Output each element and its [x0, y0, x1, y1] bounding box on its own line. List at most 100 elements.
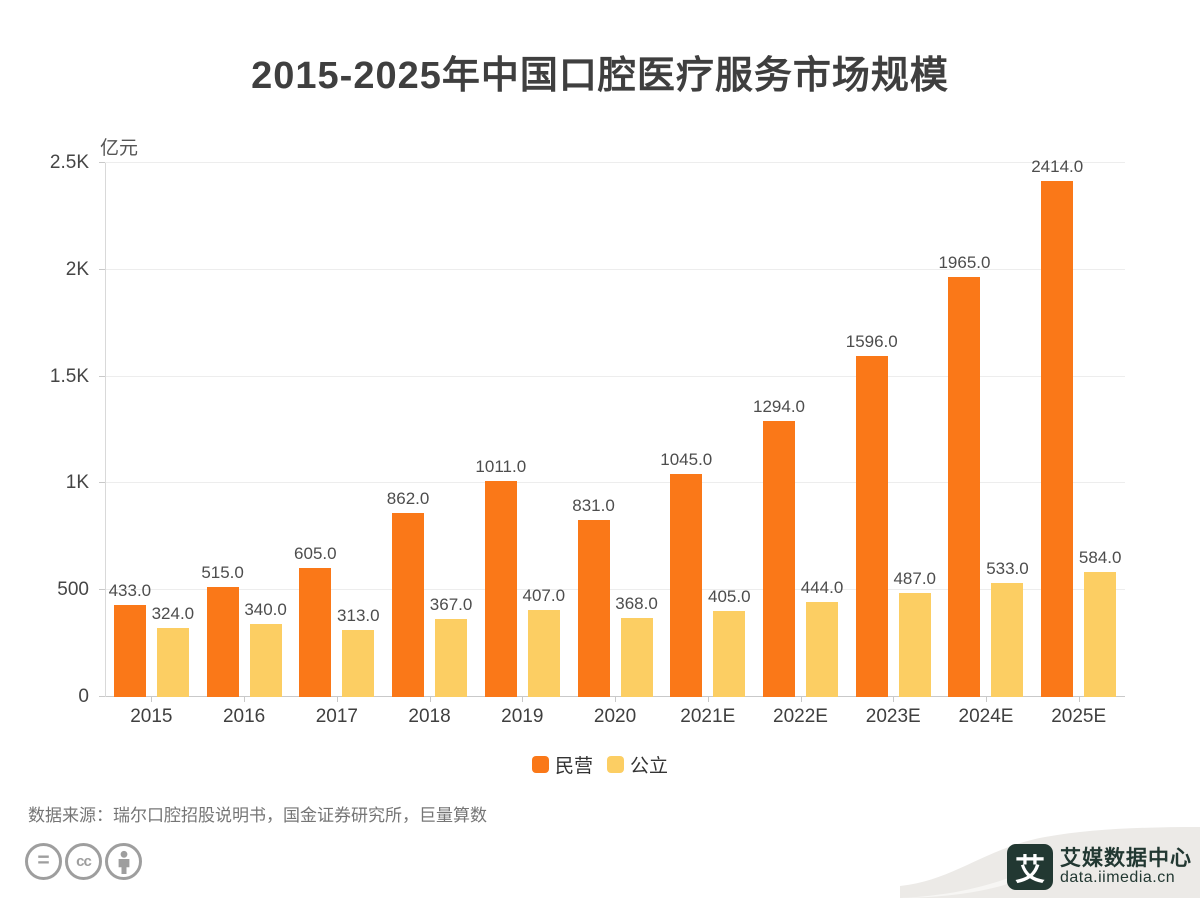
gridline-1K	[105, 482, 1125, 484]
value-label: 368.0	[615, 594, 658, 614]
x-tick-mark	[1078, 697, 1080, 702]
x-tick-mark	[244, 697, 246, 702]
legend-item-民营[interactable]: 民营	[531, 751, 593, 778]
y-tick-mark	[99, 696, 105, 697]
value-label: 1011.0	[475, 457, 527, 477]
y-tick-label: 1K	[65, 472, 89, 494]
value-label: 340.0	[244, 600, 287, 620]
y-tick-mark	[99, 268, 105, 270]
iimedia-logo-name: 艾媒数据中心	[1060, 846, 1192, 870]
value-label: 1965.0	[938, 253, 991, 273]
x-tick-mark	[893, 697, 895, 702]
cc-equals-icon: =	[25, 843, 62, 880]
bar-民营-2018[interactable]: 862.0	[387, 489, 429, 697]
x-tick-mark	[800, 697, 802, 702]
bar-公立-2019[interactable]: 407.0	[523, 586, 565, 697]
value-label: 1294.0	[753, 396, 805, 416]
bar-民营-2020[interactable]: 831.0	[572, 496, 615, 697]
bar-公立-2023E[interactable]: 487.0	[893, 569, 936, 697]
y-tick-mark	[99, 482, 105, 484]
bar-民营-2019[interactable]: 1011.0	[475, 457, 526, 697]
bar-民营-2021E[interactable]: 1045.0	[660, 450, 712, 697]
page-title: 2015-2025年中国口腔医疗服务市场规模	[251, 55, 949, 97]
legend-marker-icon	[607, 756, 624, 773]
x-axis-labels: 2015 2016 2017 2018 2019 2020 2021E 2022E 2023E 2…	[105, 706, 1125, 728]
y-axis-unit-label: 亿元	[100, 138, 139, 159]
bar-民营-2024E[interactable]: 1965.0	[938, 253, 990, 697]
x-tick-mark	[336, 697, 338, 702]
x-tick-mark	[429, 697, 431, 702]
legend-marker-icon	[531, 756, 549, 773]
bar-group-2020: 831.0 368.0	[569, 163, 662, 702]
value-label: 862.0	[386, 488, 430, 508]
bar-民营-2015[interactable]: 433.0	[109, 581, 151, 697]
bar-group-2019: 1011.0 407.0	[475, 163, 569, 702]
value-label: 515.0	[201, 563, 244, 582]
x-tick-label-2015: 2015	[130, 706, 173, 727]
bar-group-2021E: 1045.0 405.0	[660, 163, 754, 702]
value-label: 831.0	[572, 495, 615, 515]
legend-label: 公立	[630, 756, 669, 777]
x-tick-label-2023E: 2023E	[865, 706, 921, 727]
bar-group-2024E: 1965.0 533.0	[938, 163, 1033, 702]
gridline-2K	[105, 268, 1125, 270]
bar-民营-2025E[interactable]: 2414.0	[1031, 157, 1083, 697]
x-tick-mark	[615, 697, 617, 702]
gridline-1.5K	[105, 375, 1125, 377]
x-tick-label-2020: 2020	[593, 706, 637, 727]
bar-公立-2022E[interactable]: 444.0	[801, 578, 843, 697]
bar-group-2022E: 1294.0 444.0	[753, 163, 847, 702]
cc-icon: cc	[65, 843, 102, 880]
bar-公立-2015[interactable]: 324.0	[152, 604, 194, 697]
y-tick-mark	[99, 375, 105, 377]
legend: 民营 公立	[0, 751, 1200, 778]
bar-公立-2018[interactable]: 367.0	[430, 595, 472, 697]
bar-groups: 433.0 324.0 515.0 340.0 605.0 313.0 862.0 367.0…	[105, 157, 1125, 702]
bar-民营-2017[interactable]: 605.0	[294, 544, 337, 697]
bar-group-2025E: 2414.0 584.0	[1031, 157, 1125, 702]
bar-group-2016: 515.0 340.0	[198, 163, 291, 702]
x-tick-label-2025E: 2025E	[1051, 706, 1107, 727]
value-label: 1596.0	[845, 332, 898, 352]
bar-公立-2017[interactable]: 313.0	[337, 606, 380, 697]
y-tick-mark	[99, 162, 105, 163]
y-tick-mark	[99, 589, 105, 591]
x-tick-label-2022E: 2022E	[773, 706, 828, 727]
bar-公立-2016[interactable]: 340.0	[244, 600, 287, 697]
x-tick-label-2016: 2016	[222, 706, 266, 727]
value-label: 407.0	[522, 586, 566, 606]
iimedia-logo-icon: 艾	[1007, 844, 1053, 890]
value-label: 605.0	[294, 543, 337, 563]
value-label: 405.0	[707, 586, 751, 606]
bar-公立-2025E[interactable]: 584.0	[1079, 548, 1121, 697]
bar-group-2017: 605.0 313.0	[290, 163, 383, 702]
gridline-2.5K	[105, 162, 1125, 163]
gridline-0	[105, 696, 1125, 697]
bar-民营-2016[interactable]: 515.0	[201, 563, 244, 697]
x-tick-mark	[707, 697, 709, 702]
legend-item-公立[interactable]: 公立	[607, 751, 668, 778]
value-label: 487.0	[893, 568, 937, 588]
value-label: 433.0	[108, 580, 152, 600]
iimedia-logo-domain: data.iimedia.cn	[1060, 868, 1176, 886]
value-label: 2414.0	[1031, 157, 1084, 177]
bar-公立-2024E[interactable]: 533.0	[986, 559, 1029, 697]
y-tick-label: 2.5K	[49, 152, 89, 173]
value-label: 1045.0	[660, 449, 713, 469]
x-tick-mark	[522, 697, 524, 702]
value-label: 367.0	[429, 594, 473, 614]
value-label: 584.0	[1078, 548, 1122, 568]
bar-公立-2020[interactable]: 368.0	[615, 594, 658, 697]
value-label: 533.0	[986, 559, 1029, 579]
bar-group-2015: 433.0 324.0	[105, 163, 198, 702]
bar-民营-2023E[interactable]: 1596.0	[846, 332, 898, 697]
bar-民营-2022E[interactable]: 1294.0	[753, 397, 805, 697]
bar-公立-2021E[interactable]: 405.0	[708, 587, 751, 697]
x-tick-label-2024E: 2024E	[958, 706, 1014, 727]
x-tick-label-2017: 2017	[315, 706, 358, 727]
cc-person-icon	[105, 843, 142, 880]
bar-group-2023E: 1596.0 487.0	[846, 163, 940, 702]
y-tick-label: 1.5K	[49, 365, 89, 387]
y-tick-label: 500	[57, 579, 89, 601]
